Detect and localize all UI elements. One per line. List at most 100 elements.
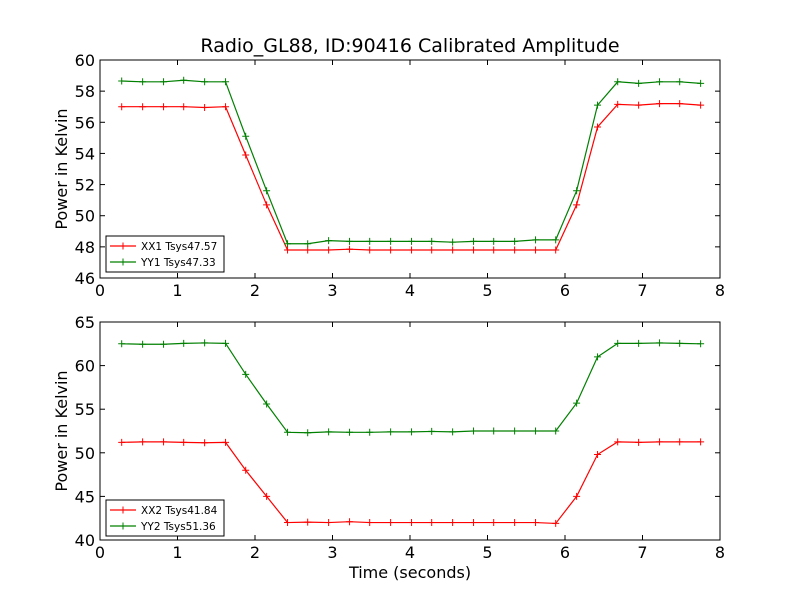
data-point-marker: [635, 101, 643, 109]
x-tick-label: 4: [405, 281, 415, 300]
data-point-marker: [532, 427, 540, 435]
data-point-marker: [676, 78, 684, 86]
data-point-marker: [118, 103, 126, 111]
x-tick-label: 2: [250, 281, 260, 300]
data-point-marker: [697, 438, 705, 446]
data-point-marker: [304, 518, 312, 526]
data-point-marker: [284, 240, 292, 248]
data-point-marker: [180, 438, 188, 446]
data-point-marker: [160, 438, 168, 446]
legend-marker: [119, 242, 127, 250]
data-point-marker: [408, 237, 416, 245]
data-point-marker: [366, 237, 374, 245]
data-point-marker: [676, 438, 684, 446]
data-point-marker: [222, 438, 230, 446]
x-tick-label: 3: [327, 543, 337, 562]
legend: XX2 Tsys41.84 YY2 Tsys51.36: [105, 499, 225, 537]
data-point-marker: [552, 519, 560, 527]
data-point-marker: [304, 246, 312, 254]
data-point-marker: [697, 340, 705, 348]
legend-marker: [119, 258, 127, 266]
y-tick-label: 60: [75, 357, 95, 376]
x-tick-label: 3: [327, 281, 337, 300]
data-point-marker: [676, 339, 684, 347]
data-point-marker: [573, 492, 581, 500]
y-tick-label: 60: [75, 51, 95, 70]
data-point-marker: [284, 428, 292, 436]
data-point-marker: [532, 246, 540, 254]
data-point-marker: [304, 240, 312, 248]
data-point-marker: [242, 132, 250, 140]
data-point-marker: [511, 427, 519, 435]
data-point-marker: [325, 237, 333, 245]
x-tick-label: 0: [95, 281, 105, 300]
y-tick-label: 48: [75, 238, 95, 257]
data-point-marker: [304, 429, 312, 437]
data-point-marker: [490, 427, 498, 435]
data-point-marker: [614, 438, 622, 446]
figure-title: Radio_GL88, ID:90416 Calibrated Amplitud…: [200, 35, 619, 57]
data-point-marker: [160, 103, 168, 111]
data-point-marker: [573, 187, 581, 195]
data-point-marker: [449, 428, 457, 436]
x-tick-label: 1: [172, 543, 182, 562]
data-point-marker: [552, 246, 560, 254]
data-point-marker: [139, 103, 147, 111]
y-axis-label: Power in Kelvin: [52, 370, 71, 491]
data-point-marker: [635, 339, 643, 347]
data-point-marker: [263, 400, 271, 408]
data-point-marker: [201, 78, 209, 86]
x-tick-label: 4: [405, 543, 415, 562]
legend-box: [105, 499, 225, 537]
legend-entry-label: XX1 Tsys47.57: [141, 241, 217, 253]
data-point-marker: [490, 519, 498, 527]
data-point-marker: [139, 78, 147, 86]
data-point-marker: [201, 339, 209, 347]
data-point-marker: [635, 79, 643, 87]
data-point-marker: [387, 246, 395, 254]
data-point-marker: [201, 439, 209, 447]
data-point-marker: [656, 339, 664, 347]
data-point-marker: [118, 340, 126, 348]
data-point-marker: [470, 427, 478, 435]
data-point-marker: [284, 519, 292, 527]
data-point-marker: [614, 339, 622, 347]
data-point-marker: [242, 151, 250, 159]
y-axis-label: Power in Kelvin: [52, 108, 71, 229]
x-tick-label: 5: [482, 281, 492, 300]
legend-entry-label: YY2 Tsys51.36: [140, 521, 216, 533]
data-point-marker: [697, 79, 705, 87]
legend-entry-label: YY1 Tsys47.33: [140, 257, 216, 269]
data-point-marker: [408, 428, 416, 436]
data-point-marker: [573, 201, 581, 209]
y-tick-label: 50: [75, 444, 95, 463]
data-point-marker: [594, 451, 602, 459]
data-point-marker: [552, 236, 560, 244]
x-tick-label: 8: [715, 281, 725, 300]
data-point-marker: [532, 236, 540, 244]
x-tick-label: 8: [715, 543, 725, 562]
data-point-marker: [408, 519, 416, 527]
data-point-marker: [428, 246, 436, 254]
y-tick-label: 55: [75, 400, 95, 419]
data-point-marker: [346, 518, 354, 526]
data-point-marker: [635, 438, 643, 446]
data-point-marker: [325, 428, 333, 436]
data-point-marker: [511, 237, 519, 245]
data-point-marker: [222, 339, 230, 347]
x-tick-label: 6: [560, 543, 570, 562]
data-point-marker: [490, 246, 498, 254]
data-point-marker: [470, 519, 478, 527]
data-point-marker: [346, 237, 354, 245]
data-point-marker: [614, 78, 622, 86]
data-point-marker: [408, 246, 416, 254]
data-point-marker: [263, 492, 271, 500]
x-tick-label: 7: [637, 281, 647, 300]
data-point-marker: [139, 438, 147, 446]
data-point-marker: [118, 438, 126, 446]
data-point-marker: [449, 238, 457, 246]
data-point-marker: [139, 340, 147, 348]
